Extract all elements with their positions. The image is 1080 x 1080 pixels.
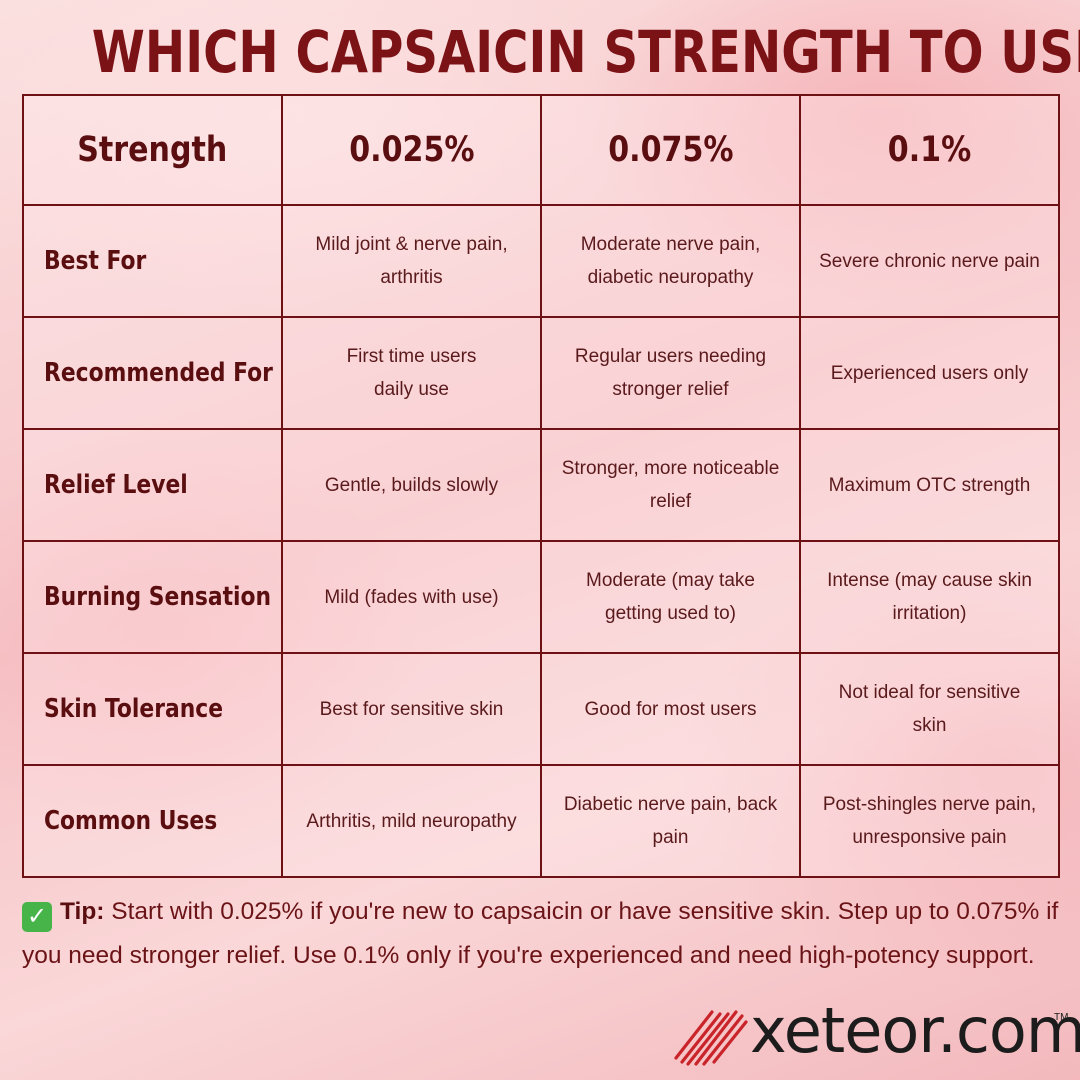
comparison-table: Strength 0.025% 0.075% 0.1% Best For Mil…	[22, 94, 1060, 878]
tip-label: Tip:	[60, 898, 105, 925]
table-row: Skin Tolerance Best for sensitive skin G…	[22, 652, 1060, 766]
table-cell: Mild joint & nerve pain, arthritis	[281, 204, 542, 318]
column-header: 0.075%	[540, 94, 801, 206]
table-cell: Maximum OTC strength	[799, 428, 1060, 542]
table-cell: Moderate (may take getting used to)	[540, 540, 801, 654]
table-header-row: Strength 0.025% 0.075% 0.1%	[22, 94, 1060, 206]
brand-name: xeteor.com	[750, 994, 1080, 1067]
table-cell: Moderate nerve pain, diabetic neuropathy	[540, 204, 801, 318]
table-cell: Stronger, more noticeable relief	[540, 428, 801, 542]
table-cell: Regular users needing stronger relief	[540, 316, 801, 430]
table-cell: Severe chronic nerve pain	[799, 204, 1060, 318]
row-label: Common Uses	[22, 764, 283, 878]
table-cell: First time users daily use	[281, 316, 542, 430]
table-row: Recommended For First time users daily u…	[22, 316, 1060, 430]
table-row: Burning Sensation Mild (fades with use) …	[22, 540, 1060, 654]
page-title: WHICH CAPSAICIN STRENGTH TO USE	[91, 18, 1080, 86]
stripes-logo-icon	[674, 1010, 748, 1066]
table-row: Best For Mild joint & nerve pain, arthri…	[22, 204, 1060, 318]
table-cell: Post-shingles nerve pain, unresponsive p…	[799, 764, 1060, 878]
row-label: Skin Tolerance	[22, 652, 283, 766]
table-cell: Best for sensitive skin	[281, 652, 542, 766]
table-cell: Arthritis, mild neuropathy	[281, 764, 542, 878]
table-cell: Diabetic nerve pain, back pain	[540, 764, 801, 878]
table-cell: Gentle, builds slowly	[281, 428, 542, 542]
row-label: Burning Sensation	[22, 540, 283, 654]
column-header: Strength	[22, 94, 283, 206]
row-label: Best For	[22, 204, 283, 318]
table-cell: Experienced users only	[799, 316, 1060, 430]
tip-text: Start with 0.025% if you're new to capsa…	[22, 898, 1059, 969]
table-cell: Not ideal for sensitive skin	[799, 652, 1060, 766]
trademark-mark: TM	[1054, 1012, 1069, 1023]
table-cell: Good for most users	[540, 652, 801, 766]
row-label: Recommended For	[22, 316, 283, 430]
row-label: Relief Level	[22, 428, 283, 542]
tip-note: ✓ Tip: Start with 0.025% if you're new to…	[22, 890, 1062, 978]
column-header: 0.1%	[799, 94, 1060, 206]
table-row: Relief Level Gentle, builds slowly Stron…	[22, 428, 1060, 542]
brand-logo: xeteor.com TM	[672, 992, 1080, 1072]
check-mark-icon: ✓	[22, 902, 52, 932]
table-cell: Intense (may cause skin irritation)	[799, 540, 1060, 654]
table-row: Common Uses Arthritis, mild neuropathy D…	[22, 764, 1060, 878]
table-cell: Mild (fades with use)	[281, 540, 542, 654]
column-header: 0.025%	[281, 94, 542, 206]
